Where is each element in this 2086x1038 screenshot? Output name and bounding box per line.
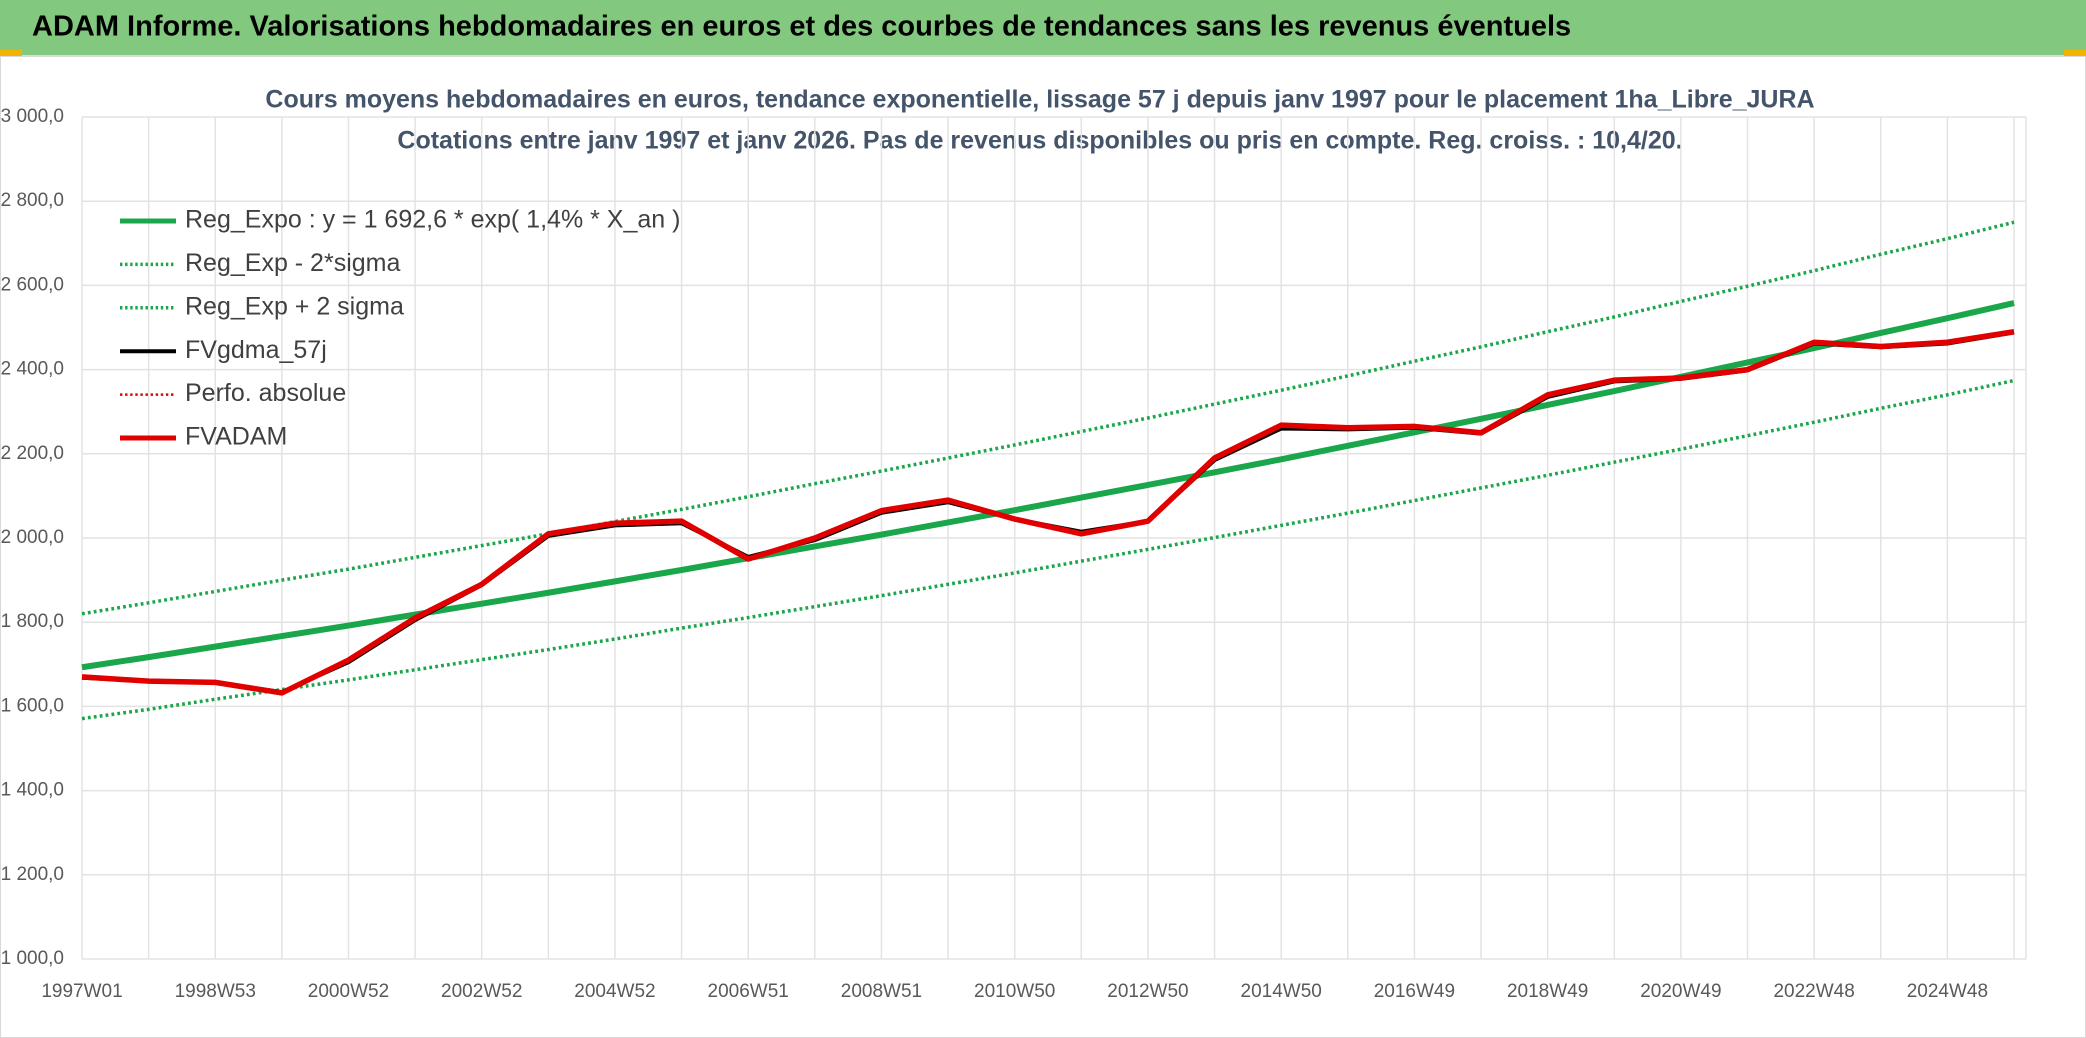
y-tick-label: 2 600,0 (1, 274, 64, 295)
chart-frame (0, 55, 2086, 1038)
y-tick-label: 1 200,0 (1, 864, 64, 885)
x-tick-label: 2016W49 (1374, 981, 1455, 1002)
header-title: ADAM Informe. Valorisations hebdomadaire… (32, 11, 1571, 43)
legend-label: Reg_Exp + 2 sigma (185, 292, 404, 320)
y-tick-label: 2 800,0 (1, 190, 64, 211)
y-tick-label: 1 800,0 (1, 611, 64, 632)
y-tick-label: 1 400,0 (1, 780, 64, 801)
x-tick-label: 1997W01 (41, 981, 122, 1002)
grid: 1997W01 1998W53 2000W52 2002W52 2004W52 2006W… (1, 106, 2027, 1002)
x-tick-label: 2012W50 (1107, 981, 1188, 1002)
chart-subtitle: Cotations entre janv 1997 et janv 2026. … (397, 127, 1682, 155)
plot (81, 220, 2015, 721)
series-line (81, 328, 2015, 696)
x-tick-label: 2024W48 (1907, 981, 1988, 1002)
x-tick-label: 2008W51 (841, 981, 922, 1002)
header-bar (0, 0, 2086, 56)
x-tick-label: 1998W53 (175, 981, 256, 1002)
legend: Reg_Expo : y = 1 692,6 * exp( 1,4% * X_a… (120, 206, 680, 451)
y-tick-label: 3 000,0 (1, 106, 64, 127)
y-tick-label: 2 200,0 (1, 443, 64, 464)
x-tick-label: 2004W52 (574, 981, 655, 1002)
legend-label: Reg_Exp - 2*sigma (185, 249, 400, 277)
x-tick-label: 2000W52 (308, 981, 389, 1002)
series-line (81, 378, 2015, 721)
legend-label: Reg_Expo : y = 1 692,6 * exp( 1,4% * X_a… (185, 206, 680, 234)
legend-label: FVgdma_57j (185, 336, 327, 364)
corner (2064, 50, 2086, 56)
series-line (81, 220, 2015, 616)
x-tick-label: 2018W49 (1507, 981, 1588, 1002)
legend-label: FVADAM (185, 423, 287, 451)
legend-label: Perfo. absolue (185, 379, 346, 407)
corner (0, 50, 22, 56)
x-tick-label: 2010W50 (974, 981, 1055, 1002)
y-tick-label: 1 600,0 (1, 695, 64, 716)
x-tick-label: 2020W49 (1640, 981, 1721, 1002)
x-tick-label: 2022W48 (1773, 981, 1854, 1002)
x-tick-label: 2014W50 (1241, 981, 1322, 1002)
x-tick-label: 2006W51 (708, 981, 789, 1002)
y-tick-label: 1 000,0 (1, 948, 64, 969)
y-tick-label: 2 000,0 (1, 527, 64, 548)
chart-title: Cours moyens hebdomadaires en euros, ten… (265, 86, 1814, 114)
x-tick-label: 2002W52 (441, 981, 522, 1002)
y-tick-label: 2 400,0 (1, 359, 64, 380)
